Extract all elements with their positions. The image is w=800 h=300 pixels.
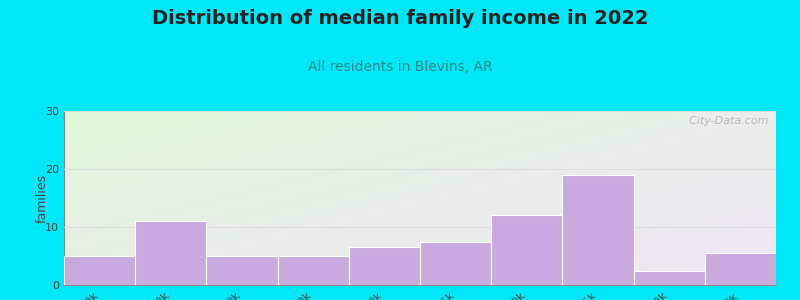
Bar <box>705 253 776 285</box>
Bar <box>491 215 562 285</box>
Bar <box>634 271 705 285</box>
Bar <box>349 247 420 285</box>
Text: Distribution of median family income in 2022: Distribution of median family income in … <box>152 9 648 28</box>
Bar <box>420 242 491 285</box>
Text: All residents in Blevins, AR: All residents in Blevins, AR <box>308 60 492 74</box>
Text: City-Data.com: City-Data.com <box>682 116 769 126</box>
Bar <box>562 175 634 285</box>
Bar <box>135 221 206 285</box>
Bar <box>64 256 135 285</box>
Bar <box>206 256 278 285</box>
Y-axis label: families: families <box>36 173 49 223</box>
Bar <box>278 256 349 285</box>
